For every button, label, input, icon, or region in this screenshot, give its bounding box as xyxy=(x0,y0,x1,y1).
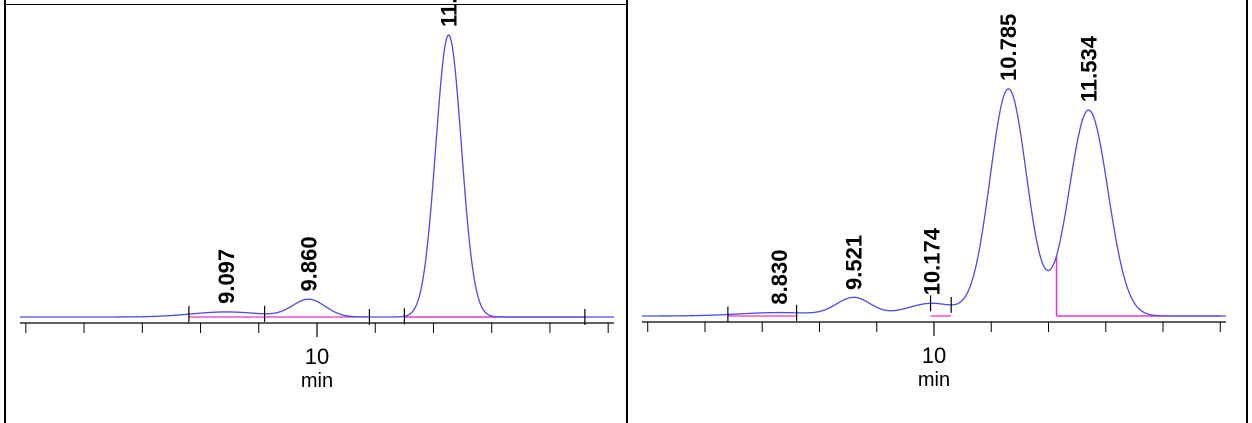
peak-label: 9.521 xyxy=(842,235,867,290)
peak-label: 10.174 xyxy=(919,227,944,295)
chromatogram-trace xyxy=(642,88,1226,317)
peak-label: 10.785 xyxy=(996,14,1021,81)
chromatogram-trace xyxy=(20,34,614,318)
peak-label: 11.534 xyxy=(1076,35,1101,102)
peak-label: 8.830 xyxy=(767,250,792,305)
x-tick-label: 10 xyxy=(305,344,329,369)
figure-table xyxy=(4,0,1248,423)
table-top-rule xyxy=(4,4,626,5)
peak-label: 9.860 xyxy=(297,236,322,291)
panel-divider xyxy=(626,0,628,423)
peak-label: 9.097 xyxy=(214,249,239,304)
x-axis-title: min xyxy=(301,370,333,392)
x-axis-title: min xyxy=(918,369,950,391)
x-tick-label: 10 xyxy=(922,343,946,368)
peak-label: 11.157 xyxy=(436,0,461,27)
